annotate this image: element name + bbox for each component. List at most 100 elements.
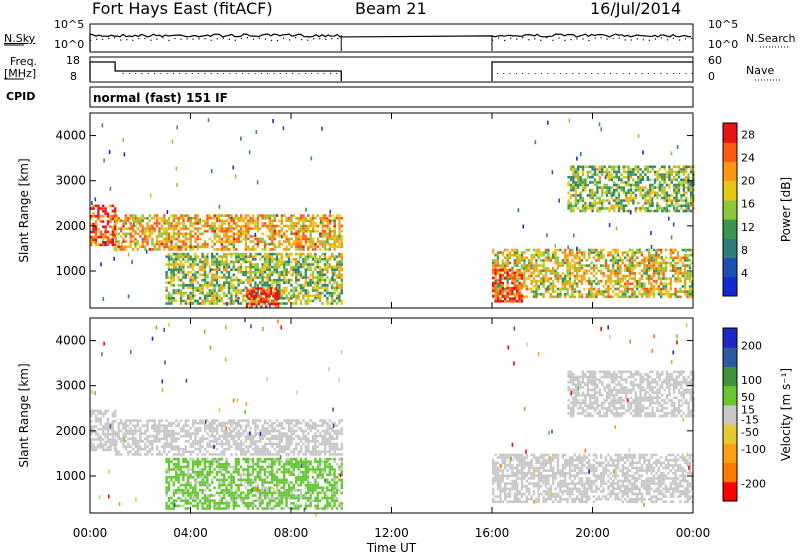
echo-cell	[244, 453, 248, 456]
nave-dot	[616, 73, 618, 74]
echo-cell	[584, 209, 587, 213]
echo-cell	[213, 421, 216, 425]
echo-cell	[615, 170, 618, 174]
echo-cell	[184, 214, 188, 217]
echo-cell	[333, 240, 336, 243]
echo-cell	[338, 229, 341, 233]
echo-cell	[244, 299, 247, 303]
echo-cell	[299, 429, 303, 433]
echo-cell	[106, 440, 110, 444]
echo-cell	[588, 277, 591, 280]
echo-cell	[122, 445, 125, 448]
echo-cell	[307, 214, 310, 217]
echo-cell	[163, 216, 166, 220]
nave-dot	[509, 73, 511, 74]
echo-cell	[139, 216, 142, 220]
echo-cell	[297, 271, 300, 274]
echo-cell	[304, 278, 307, 282]
echo-cell	[321, 442, 324, 446]
echo-cell	[131, 219, 135, 223]
echo-cell	[189, 216, 192, 220]
echo-cell	[206, 260, 209, 264]
echo-cell	[191, 286, 195, 290]
echo-cell	[235, 237, 238, 241]
echo-cell	[579, 194, 582, 197]
echo-cell	[494, 271, 497, 274]
echo-cell	[165, 263, 168, 266]
echo-cell	[213, 255, 216, 258]
echo-cell	[652, 269, 656, 273]
echo-cell	[568, 269, 572, 273]
echo-cell	[571, 295, 574, 299]
echo-cell	[172, 258, 175, 261]
echo-cell	[194, 434, 197, 438]
echo-cell	[206, 224, 209, 228]
echo-cell	[649, 183, 652, 187]
echo-cell	[309, 235, 312, 238]
nsearch-dot	[594, 37, 596, 39]
echo-cell	[663, 199, 666, 202]
echo-cell	[314, 242, 317, 246]
echo-cell	[302, 227, 305, 230]
echo-cell	[177, 284, 180, 287]
echo-cell	[326, 235, 329, 238]
echo-cell	[621, 290, 624, 293]
echo-cell	[530, 287, 533, 291]
echo-cell	[613, 168, 616, 171]
echo-cell	[307, 432, 310, 435]
echo-cell	[627, 183, 630, 187]
echo-cell	[146, 235, 149, 238]
echo-cell	[119, 227, 123, 230]
echo-cell	[504, 248, 507, 252]
echo-cell	[109, 446, 112, 449]
echo-cell	[201, 245, 204, 249]
echo-cell	[139, 432, 142, 435]
echo-cell	[561, 285, 564, 288]
echo-cell	[196, 245, 200, 249]
echo-cell	[628, 295, 632, 299]
echo-cell	[593, 191, 597, 195]
echo-cell	[163, 214, 166, 217]
echo-cell	[230, 434, 233, 438]
echo-cell	[625, 175, 628, 179]
echo-cell	[225, 447, 228, 451]
echo-cell	[333, 216, 336, 220]
echo-cell	[528, 277, 531, 280]
echo-cell	[309, 219, 312, 223]
scatter-cell	[232, 165, 235, 170]
echo-cell	[175, 437, 178, 441]
echo-cell	[271, 265, 274, 269]
echo-cell	[177, 237, 180, 241]
echo-cell	[302, 245, 305, 249]
echo-cell	[160, 419, 164, 422]
echo-cell	[106, 425, 110, 428]
echo-cell	[232, 219, 236, 223]
echo-cell	[617, 178, 621, 182]
echo-cell	[182, 271, 185, 274]
echo-cell	[151, 453, 154, 456]
echo-cell	[677, 168, 681, 171]
echo-cell	[589, 165, 592, 169]
echo-cell	[244, 273, 247, 277]
echo-cell	[664, 264, 668, 267]
echo-cell	[223, 240, 226, 243]
echo-cell	[280, 302, 283, 305]
echo-cell	[581, 199, 585, 202]
echo-cell	[223, 229, 226, 233]
echo-cell	[573, 282, 576, 286]
echo-cell	[271, 240, 274, 243]
echo-cell	[668, 175, 671, 179]
echo-cell	[177, 219, 180, 223]
echo-cell	[146, 424, 149, 428]
echo-cell	[215, 276, 219, 279]
echo-cell	[249, 445, 252, 448]
echo-cell	[206, 273, 209, 277]
echo-cell	[331, 291, 334, 295]
echo-cell	[290, 268, 293, 271]
echo-cell	[263, 447, 267, 451]
echo-cell	[148, 450, 152, 454]
echo-cell	[333, 281, 336, 284]
echo-cell	[90, 430, 93, 433]
echo-cell	[179, 265, 183, 269]
echo-cell	[596, 186, 599, 189]
